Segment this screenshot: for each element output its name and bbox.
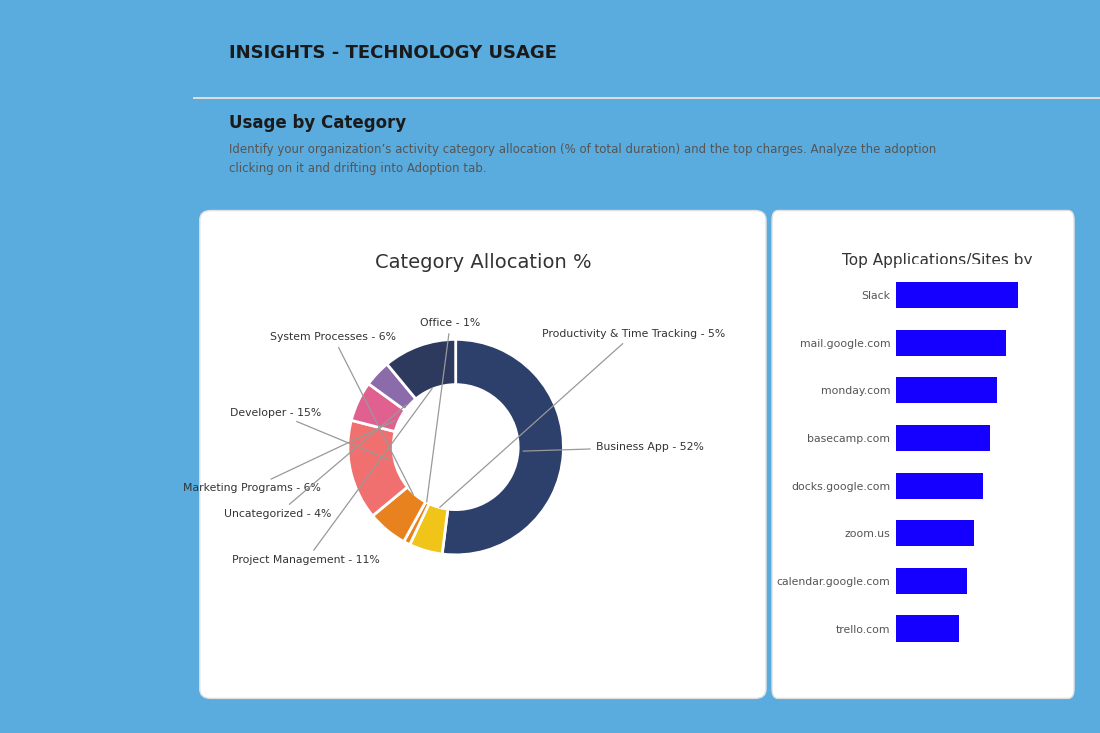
Text: Marketing Programs - 6%: Marketing Programs - 6% (183, 421, 395, 493)
Text: Uncategorized - 4%: Uncategorized - 4% (224, 405, 406, 519)
Text: System Processes - 6%: System Processes - 6% (271, 332, 414, 495)
Wedge shape (404, 502, 429, 545)
Bar (895, 616, 959, 641)
Text: Office - 1%: Office - 1% (420, 318, 481, 502)
FancyBboxPatch shape (192, 97, 1100, 99)
Bar (895, 282, 1018, 308)
Bar (895, 377, 998, 403)
Wedge shape (442, 339, 563, 555)
Bar (895, 473, 982, 498)
Bar (895, 520, 974, 546)
Text: Identify your organization’s activity category allocation (% of total duration) : Identify your organization’s activity ca… (229, 143, 936, 175)
FancyBboxPatch shape (772, 210, 1074, 699)
Wedge shape (387, 339, 455, 399)
Text: Top Applications/Sites by
Activity D: Top Applications/Sites by Activity D (843, 253, 1033, 287)
Text: Productivity & Time Tracking - 5%: Productivity & Time Tracking - 5% (440, 329, 725, 507)
Text: Business App - 52%: Business App - 52% (522, 442, 704, 452)
FancyBboxPatch shape (200, 210, 766, 699)
Text: Usage by Category: Usage by Category (229, 114, 406, 132)
Text: Project Management - 11%: Project Management - 11% (232, 388, 432, 565)
Wedge shape (368, 364, 416, 410)
Text: INSIGHTS - TECHNOLOGY USAGE: INSIGHTS - TECHNOLOGY USAGE (229, 44, 557, 62)
Text: Developer - 15%: Developer - 15% (230, 408, 390, 460)
Wedge shape (410, 504, 448, 554)
Wedge shape (373, 487, 426, 542)
Wedge shape (348, 420, 407, 516)
Wedge shape (351, 384, 405, 432)
Text: Category Allocation %: Category Allocation % (375, 253, 591, 272)
Bar (895, 568, 967, 594)
Bar (895, 425, 990, 451)
Bar (895, 330, 1005, 356)
